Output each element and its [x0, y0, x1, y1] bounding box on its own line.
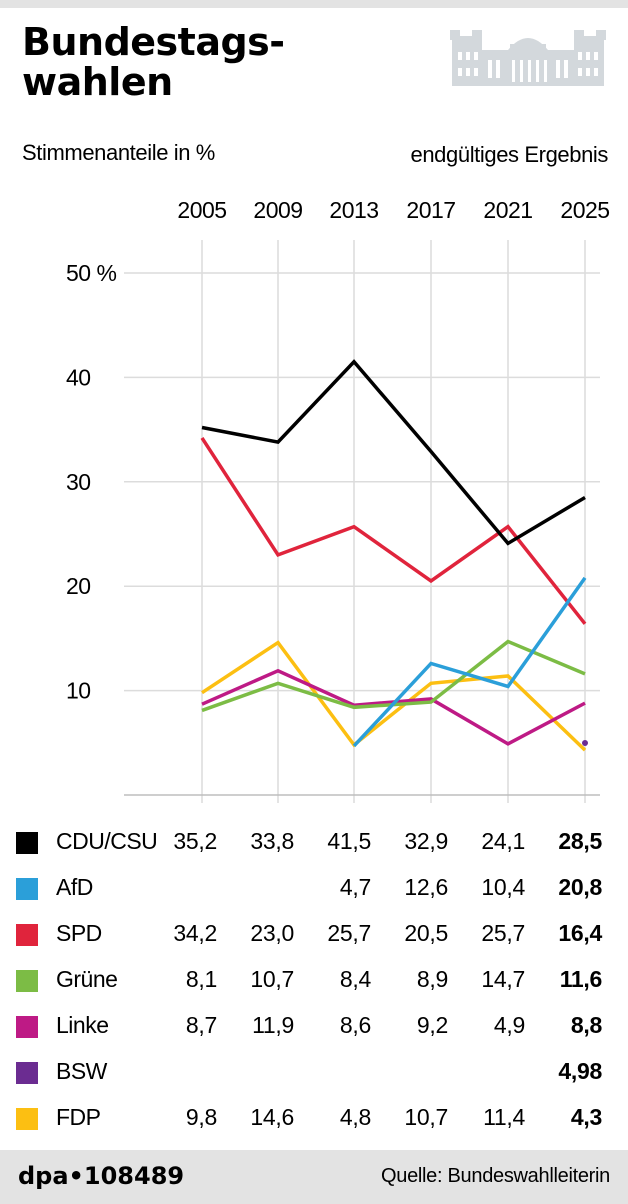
legend-row-gruene: Grüne 8,1 10,7 8,4 8,9 14,7 11,6 — [0, 958, 628, 1004]
series-line-afd — [352, 576, 587, 748]
x-tick-label-2013: 2013 — [329, 197, 378, 223]
legend-swatch — [16, 924, 38, 946]
y-tick-label-50: 50 % — [66, 260, 116, 286]
data-label-2013: 25,7 — [327, 920, 371, 946]
x-tick-label-2021: 2021 — [483, 197, 532, 223]
data-label-2013: 41,5 — [327, 828, 371, 854]
data-label-2021: 25,7 — [481, 920, 525, 946]
data-label-2021: 24,1 — [481, 828, 525, 854]
data-label-2017: 20,5 — [404, 920, 448, 946]
data-label-2021: 11,4 — [483, 1104, 525, 1130]
data-label-2021: 14,7 — [481, 966, 525, 992]
data-label-2005: 34,2 — [173, 920, 217, 946]
legend-row-afd: AfD 4,7 12,6 10,4 20,8 — [0, 866, 628, 912]
data-label-2021: 10,4 — [481, 874, 525, 900]
data-label-2013: 8,4 — [339, 966, 371, 992]
source-credit: Quelle: Bundeswahlleiterin — [380, 1165, 610, 1187]
data-label-2013: 8,6 — [339, 1012, 371, 1038]
series-line-gruene — [201, 639, 586, 713]
data-label-2009: 23,0 — [250, 920, 294, 946]
data-label-2005: 8,7 — [185, 1012, 217, 1038]
chart-title: Bundestags- wahlen — [22, 22, 285, 102]
legend-party-name: Grüne — [56, 966, 118, 992]
data-label-2005: 9,8 — [185, 1104, 217, 1130]
legend-swatch — [16, 878, 38, 900]
title-line-1: Bundestags- — [22, 20, 285, 64]
data-label-2017: 10,7 — [404, 1104, 448, 1130]
legend-swatch — [16, 1016, 38, 1038]
series-line-fdp — [201, 640, 587, 752]
legend-row-fdp: FDP 9,8 14,6 4,8 10,7 11,4 4,3 — [0, 1096, 628, 1142]
top-bar — [0, 0, 628, 8]
series-point-bsw — [582, 740, 588, 747]
series-line-cdu-csu — [201, 359, 586, 546]
series-line-linke — [201, 668, 586, 746]
legend-swatch — [16, 832, 38, 854]
legend-party-name: BSW — [56, 1058, 107, 1084]
x-tick-label-2009: 2009 — [253, 197, 302, 223]
y-tick-label-30: 30 — [66, 469, 91, 495]
agency-brand: dpa•108489 — [18, 1162, 185, 1190]
data-label-2017: 8,9 — [416, 966, 448, 992]
data-label-2005: 35,2 — [173, 828, 217, 854]
y-tick-label-20: 20 — [66, 573, 91, 599]
legend-party-name: SPD — [56, 920, 102, 946]
data-label-2009: 10,7 — [250, 966, 294, 992]
legend-row-cdu-csu: CDU/CSU 35,2 33,8 41,5 32,9 24,1 28,5 — [0, 820, 628, 866]
legend-party-name: FDP — [56, 1104, 101, 1130]
y-tick-label-10: 10 — [66, 678, 91, 704]
data-label-2025: 11,6 — [559, 966, 603, 992]
data-label-2009: 11,9 — [252, 1012, 294, 1038]
x-tick-label-2017: 2017 — [406, 197, 455, 223]
legend-swatch — [16, 970, 38, 992]
data-label-2009: 14,6 — [250, 1104, 294, 1130]
data-label-2021: 4,9 — [493, 1012, 525, 1038]
x-tick-label-2025: 2025 — [560, 197, 609, 223]
data-label-2013: 4,7 — [339, 874, 371, 900]
legend-party-name: CDU/CSU — [56, 828, 158, 854]
legend-swatch — [16, 1062, 38, 1084]
x-tick-label-2005: 2005 — [177, 197, 226, 223]
legend-party-name: AfD — [56, 874, 93, 900]
y-tick-label-40: 40 — [66, 364, 91, 390]
data-label-2013: 4,8 — [339, 1104, 371, 1130]
line-chart: 10 20 30 40 50 % 2005 2009 2013 2017 2021 2025 — [66, 197, 610, 803]
data-label-2017: 32,9 — [404, 828, 448, 854]
legend-swatch — [16, 1108, 38, 1130]
data-label-2017: 9,2 — [416, 1012, 448, 1038]
legend-party-name: Linke — [56, 1012, 109, 1038]
legend-row-spd: SPD 34,2 23,0 25,7 20,5 25,7 16,4 — [0, 912, 628, 958]
data-label-2009: 33,8 — [250, 828, 294, 854]
legend-row-linke: Linke 8,7 11,9 8,6 9,2 4,9 8,8 — [0, 1004, 628, 1050]
data-label-2017: 12,6 — [404, 874, 448, 900]
chart-subtitle: Stimmenanteile in % — [22, 140, 215, 165]
reichstag-building-icon — [450, 30, 606, 86]
footer: dpa•108489 Quelle: Bundeswahlleiterin — [0, 1150, 628, 1204]
data-label-2025: 4,98 — [558, 1058, 602, 1084]
title-line-2: wahlen — [22, 60, 173, 104]
data-label-2025: 28,5 — [558, 828, 602, 854]
series-line-spd — [200, 436, 587, 625]
data-label-2025: 20,8 — [558, 874, 602, 900]
result-status: endgültiges Ergebnis — [410, 142, 609, 167]
legend-row-bsw: BSW 4,98 — [0, 1050, 628, 1096]
data-label-2025: 16,4 — [558, 920, 602, 946]
data-label-2025: 4,3 — [570, 1104, 602, 1130]
data-label-2005: 8,1 — [185, 966, 217, 992]
data-label-2025: 8,8 — [570, 1012, 602, 1038]
